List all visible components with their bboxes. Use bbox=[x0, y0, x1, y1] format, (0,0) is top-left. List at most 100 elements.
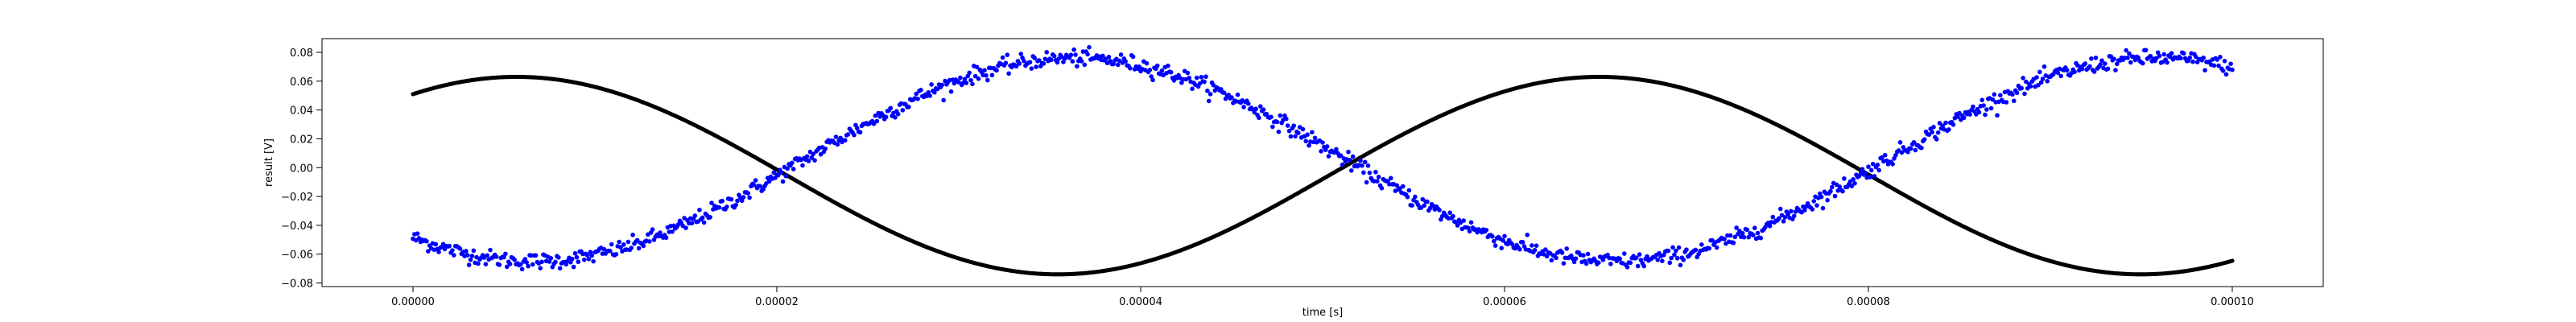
data-point bbox=[1596, 260, 1601, 266]
data-point bbox=[1755, 230, 1761, 236]
data-point bbox=[426, 249, 431, 254]
data-point bbox=[871, 122, 877, 126]
data-point bbox=[1032, 56, 1037, 60]
data-point bbox=[806, 159, 811, 163]
data-point bbox=[2113, 68, 2118, 72]
data-point bbox=[1171, 78, 1177, 83]
data-point bbox=[842, 138, 848, 143]
data-point bbox=[466, 262, 472, 267]
data-point bbox=[1071, 47, 1076, 52]
data-point bbox=[2108, 54, 2114, 59]
data-point bbox=[1346, 149, 1351, 155]
data-point bbox=[574, 254, 580, 260]
data-point bbox=[2167, 54, 2173, 60]
data-point bbox=[1111, 61, 1116, 67]
data-point bbox=[972, 73, 978, 79]
data-point bbox=[2148, 53, 2153, 59]
data-point bbox=[1149, 74, 1154, 79]
data-point bbox=[2211, 63, 2217, 68]
data-point bbox=[1324, 144, 1330, 149]
data-point bbox=[1624, 265, 1630, 270]
data-point bbox=[2228, 61, 2233, 67]
data-point bbox=[976, 76, 981, 81]
data-point bbox=[1405, 194, 1410, 200]
data-point bbox=[968, 77, 973, 83]
data-point bbox=[883, 114, 889, 120]
data-point bbox=[1194, 75, 1199, 80]
data-point bbox=[2099, 58, 2104, 64]
data-point bbox=[1875, 163, 1880, 167]
data-point bbox=[2136, 55, 2141, 60]
data-point bbox=[1401, 184, 1406, 189]
data-point bbox=[2160, 60, 2165, 64]
data-point bbox=[1931, 125, 1936, 130]
data-point bbox=[436, 250, 441, 254]
data-point bbox=[1455, 223, 1460, 228]
data-point bbox=[1660, 258, 1665, 263]
data-point bbox=[1154, 63, 1160, 68]
data-point bbox=[1190, 86, 1195, 92]
data-point bbox=[1728, 233, 1733, 238]
data-point bbox=[1437, 208, 1442, 213]
data-point bbox=[811, 151, 815, 157]
data-point bbox=[447, 243, 452, 249]
data-point bbox=[800, 163, 805, 168]
data-point bbox=[1676, 245, 1682, 250]
data-point bbox=[471, 248, 477, 254]
data-point bbox=[1312, 135, 1318, 141]
data-point bbox=[758, 184, 763, 189]
data-point bbox=[1669, 255, 1674, 261]
data-point bbox=[1348, 158, 1352, 163]
data-point bbox=[766, 179, 772, 184]
data-point bbox=[2079, 66, 2085, 72]
data-point bbox=[1608, 262, 1613, 266]
data-point bbox=[1674, 248, 1678, 254]
data-point bbox=[741, 195, 746, 200]
data-point bbox=[1791, 213, 1797, 219]
data-point bbox=[1913, 147, 1918, 153]
data-point bbox=[783, 173, 789, 179]
data-point bbox=[647, 239, 652, 244]
data-point bbox=[804, 154, 810, 159]
data-point bbox=[1967, 112, 1972, 117]
data-point bbox=[1992, 92, 1997, 97]
data-point bbox=[739, 198, 745, 204]
data-point bbox=[1851, 176, 1856, 182]
data-point bbox=[621, 242, 626, 247]
data-point bbox=[1655, 258, 1661, 262]
data-point bbox=[1087, 44, 1092, 50]
data-point bbox=[1672, 252, 1677, 258]
data-point bbox=[1641, 263, 1647, 269]
data-point bbox=[1830, 184, 1835, 190]
data-point bbox=[1544, 254, 1550, 259]
data-point bbox=[1789, 208, 1794, 214]
data-point bbox=[1532, 247, 1538, 253]
data-point bbox=[823, 147, 828, 151]
data-point bbox=[1027, 60, 1033, 65]
data-point bbox=[634, 237, 640, 243]
data-point bbox=[888, 105, 894, 111]
data-point bbox=[2190, 59, 2195, 64]
data-point bbox=[2165, 60, 2169, 65]
data-point bbox=[1049, 57, 1054, 63]
data-point bbox=[2223, 72, 2229, 77]
data-point bbox=[1284, 116, 1289, 122]
data-point bbox=[1128, 66, 1133, 71]
data-point bbox=[1115, 62, 1121, 68]
data-point bbox=[845, 132, 851, 137]
data-point bbox=[692, 213, 698, 218]
data-point bbox=[2157, 53, 2162, 59]
data-point bbox=[1852, 180, 1857, 186]
data-point bbox=[1293, 134, 1298, 139]
data-point bbox=[1310, 130, 1315, 135]
data-point bbox=[1581, 253, 1586, 258]
data-point bbox=[519, 266, 525, 272]
data-point bbox=[1073, 52, 1078, 57]
y-tick-label: 0.04 bbox=[290, 105, 313, 118]
data-point bbox=[994, 68, 999, 73]
data-point bbox=[1005, 52, 1010, 57]
data-point bbox=[1971, 104, 1975, 109]
data-point bbox=[1520, 240, 1525, 245]
data-point bbox=[785, 166, 790, 171]
